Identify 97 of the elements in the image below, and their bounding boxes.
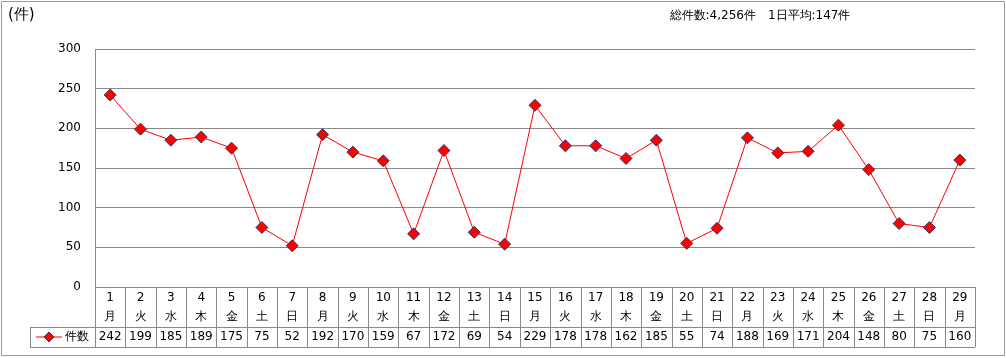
data-label: 171: [796, 329, 820, 344]
x-tick-label: 9 火: [346, 290, 359, 324]
data-label: 175: [220, 329, 243, 344]
x-tick-label: 23 火: [770, 290, 786, 324]
data-label: 192: [311, 329, 335, 344]
x-tick-label: 16 火: [557, 290, 573, 324]
point: [316, 128, 330, 142]
x-tick-label: 12 金: [436, 290, 452, 324]
legend-label: 件数: [65, 329, 89, 344]
x-tick-label: 5 金: [225, 290, 238, 324]
data-label: 188: [735, 329, 759, 344]
y-tick-label: 200: [58, 120, 81, 135]
x-tick-label: 15 月: [527, 290, 543, 324]
point: [498, 237, 512, 251]
data-label: 159: [371, 329, 395, 344]
point: [437, 144, 451, 158]
point: [680, 236, 694, 250]
x-tick-label: 11 木: [405, 290, 422, 324]
y-tick-label: 150: [58, 160, 81, 175]
x-tick-label: 14 日: [497, 290, 513, 324]
point: [649, 133, 663, 147]
x-tick-label: 6 土: [255, 290, 268, 324]
point: [194, 130, 208, 144]
y-tick-label: 0: [73, 279, 81, 294]
data-label: 52: [284, 329, 300, 344]
point: [255, 221, 269, 234]
y-tick-label: 100: [58, 199, 81, 214]
x-tick-label: 3 水: [164, 290, 177, 324]
data-label: 160: [948, 329, 972, 344]
point: [801, 144, 815, 158]
data-label: 199: [129, 329, 152, 344]
point: [467, 225, 481, 239]
x-tick-label: 26 金: [861, 290, 877, 324]
data-label: 204: [827, 329, 850, 344]
point: [892, 217, 906, 231]
data-label: 170: [341, 329, 365, 344]
x-tick-label: 28 日: [921, 290, 938, 324]
point: [346, 145, 360, 159]
point: [285, 239, 299, 253]
x-tick-label: 22 月: [739, 290, 756, 324]
data-label: 69: [466, 329, 482, 344]
point: [164, 133, 178, 147]
point: [831, 118, 845, 132]
x-tick-label: 13 土: [466, 290, 482, 324]
data-label: 80: [891, 329, 907, 344]
y-tick-label: 250: [58, 80, 81, 95]
x-tick-label: 25 木: [830, 290, 847, 324]
x-tick-label: 27 土: [891, 290, 907, 324]
point: [407, 227, 421, 241]
data-label: 185: [159, 329, 183, 344]
data-label: 55: [679, 329, 695, 344]
point: [953, 153, 967, 167]
x-tick-label: 24 水: [800, 290, 816, 324]
data-label: 189: [189, 329, 213, 344]
point: [103, 88, 117, 102]
point: [619, 151, 633, 165]
data-label: 162: [614, 329, 638, 344]
point: [134, 122, 148, 136]
point: [922, 221, 936, 234]
x-tick-label: 17 水: [588, 290, 604, 324]
point: [862, 163, 876, 177]
data-label: 54: [497, 329, 513, 344]
point: [225, 141, 239, 155]
data-label: 229: [523, 329, 547, 344]
point: [558, 139, 572, 153]
data-label: 75: [921, 329, 938, 344]
x-tick-label: 20 土: [679, 290, 695, 324]
data-label: 178: [584, 329, 608, 344]
point: [528, 98, 542, 112]
data-label: 242: [98, 329, 122, 344]
point: [376, 154, 390, 168]
x-tick-label: 1 月: [104, 290, 117, 324]
point: [740, 131, 754, 145]
data-label: 67: [405, 329, 422, 344]
data-label: 169: [766, 329, 790, 344]
x-tick-label: 2 火: [134, 290, 147, 324]
data-label: 148: [857, 329, 881, 344]
y-tick-label: 300: [58, 41, 81, 56]
data-label: 178: [553, 329, 577, 344]
x-tick-label: 19 金: [648, 290, 665, 324]
point: [589, 139, 603, 153]
text: 総件数:4,256件 1日平均:147件: [668, 8, 851, 23]
data-label: 185: [644, 329, 668, 344]
x-tick-label: 7 日: [286, 290, 299, 324]
data-label: 74: [709, 329, 725, 344]
y-axis-title: (件): [8, 5, 35, 24]
x-tick-label: 18 木: [618, 290, 634, 324]
x-tick-label: 8 月: [316, 290, 329, 324]
x-tick-label: 29 月: [952, 290, 968, 324]
y-tick-label: 50: [65, 239, 81, 254]
x-tick-label: 21 日: [709, 290, 725, 324]
point: [771, 146, 785, 160]
data-label: 75: [254, 329, 270, 344]
data-label: 172: [432, 329, 456, 344]
point: [710, 221, 724, 235]
x-tick-label: 4 木: [195, 290, 208, 324]
x-tick-label: 10 水: [375, 290, 391, 324]
